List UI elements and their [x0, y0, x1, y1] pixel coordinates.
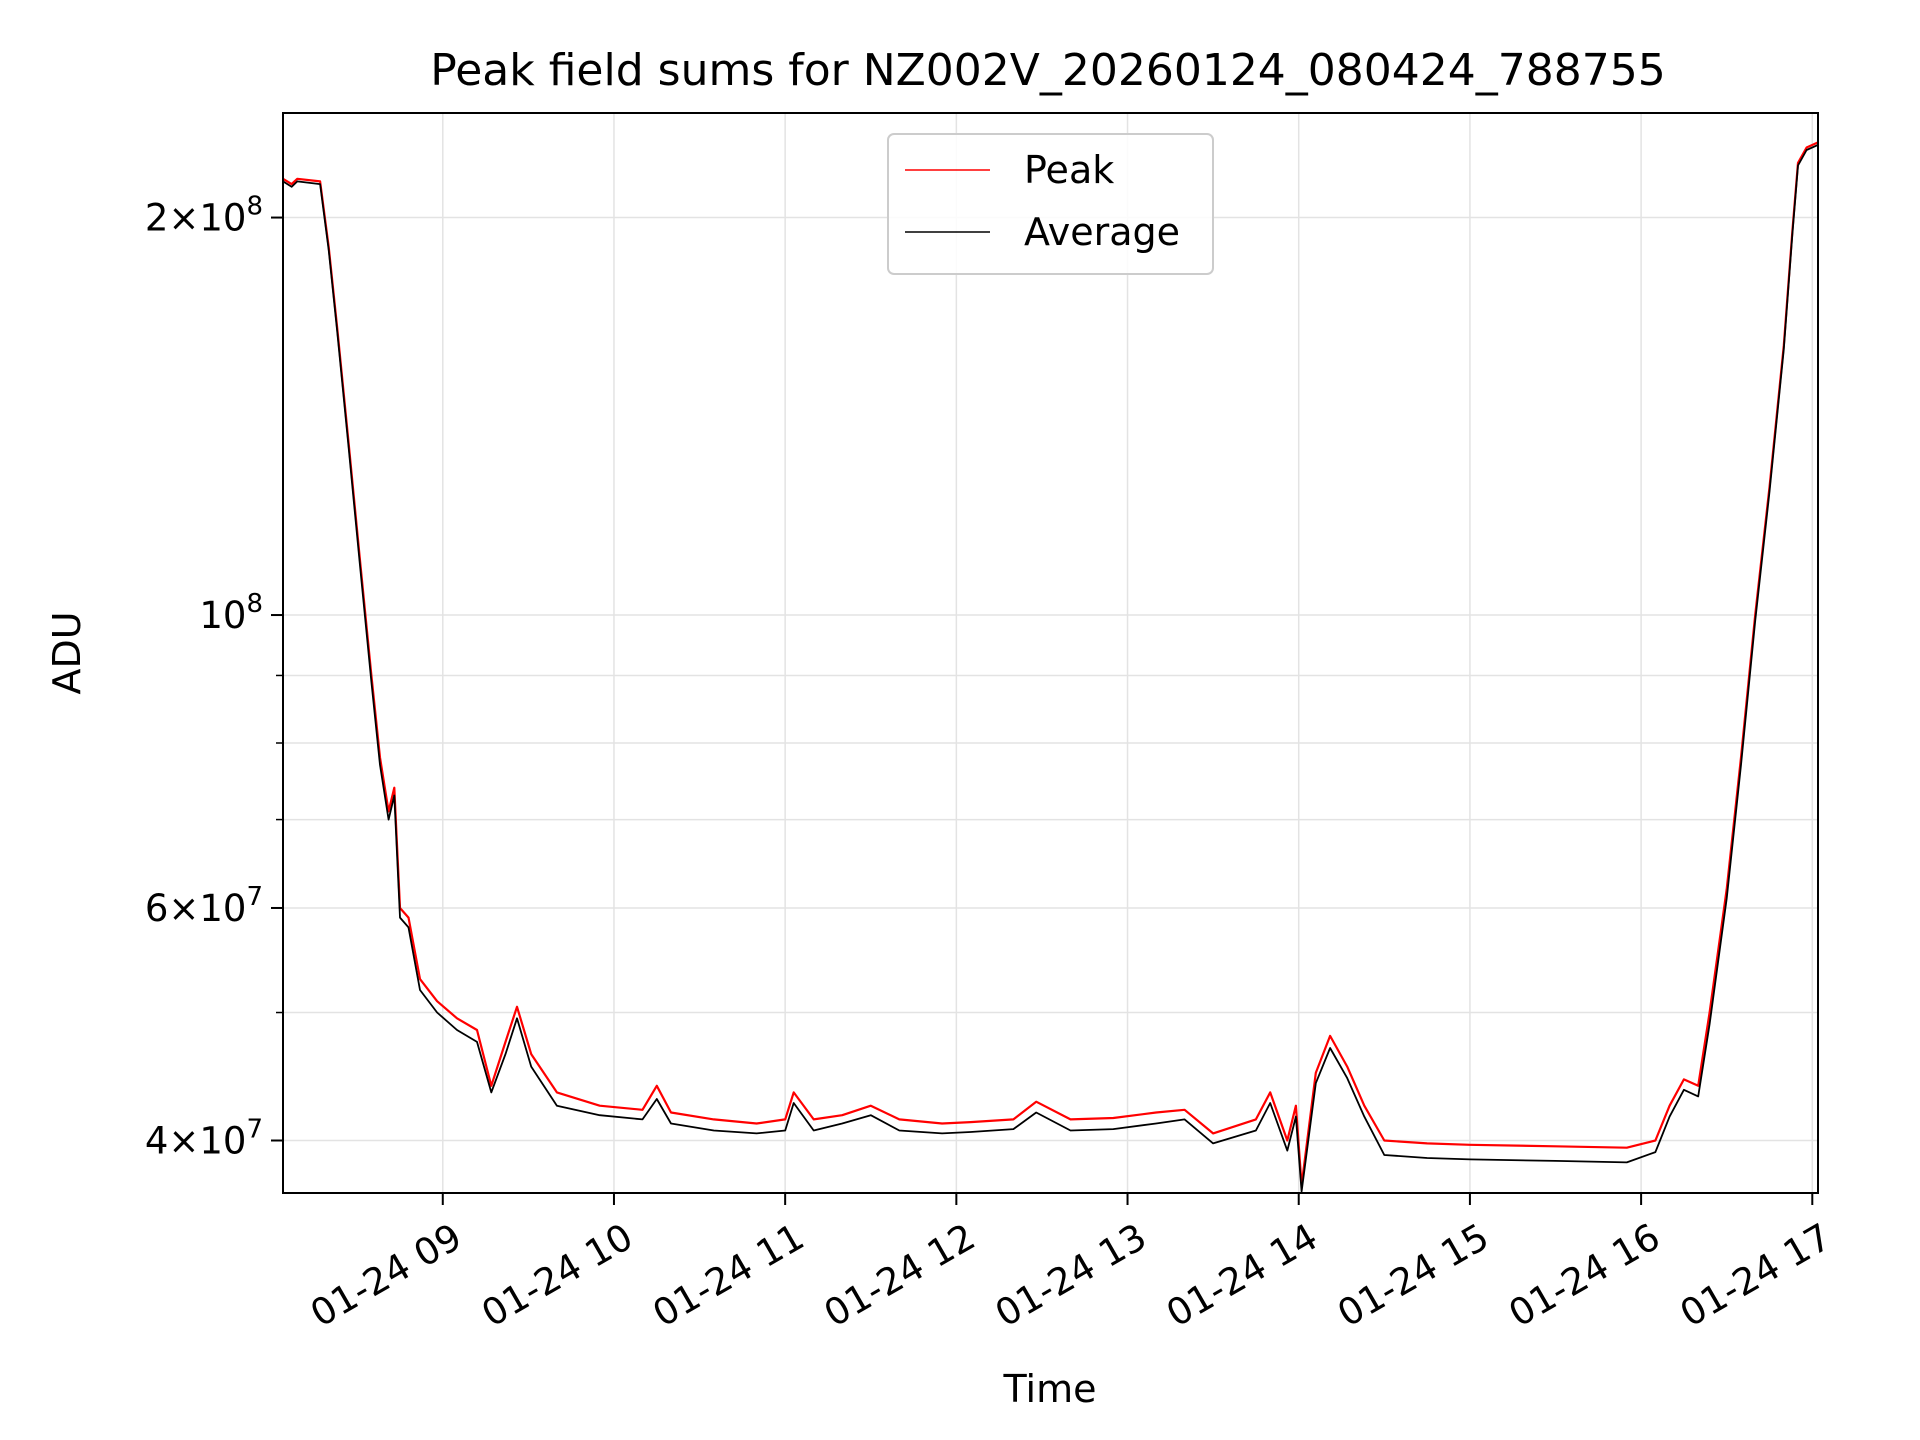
x-axis-label: Time [1003, 1367, 1097, 1411]
legend-box [887, 133, 1214, 275]
legend-peak-label: Peak [1024, 148, 1114, 192]
legend-average-label: Average [1024, 210, 1180, 254]
series-layer [282, 141, 1819, 1193]
y-axis-label: ADU [45, 611, 89, 694]
y-tick-label: 2×108 [145, 192, 263, 240]
y-tick-label: 4×107 [145, 1114, 263, 1162]
legend: Peak Average [887, 133, 1214, 275]
plot-frame [282, 112, 1819, 1194]
y-tick-label: 6×107 [145, 882, 263, 930]
y-axis: 2×108 108 6×107 4×107 [145, 192, 283, 1162]
chart-title: Peak field sums for NZ002V_20260124_0804… [430, 45, 1665, 96]
y-tick-label: 108 [199, 589, 263, 637]
series-average-line [282, 144, 1819, 1193]
